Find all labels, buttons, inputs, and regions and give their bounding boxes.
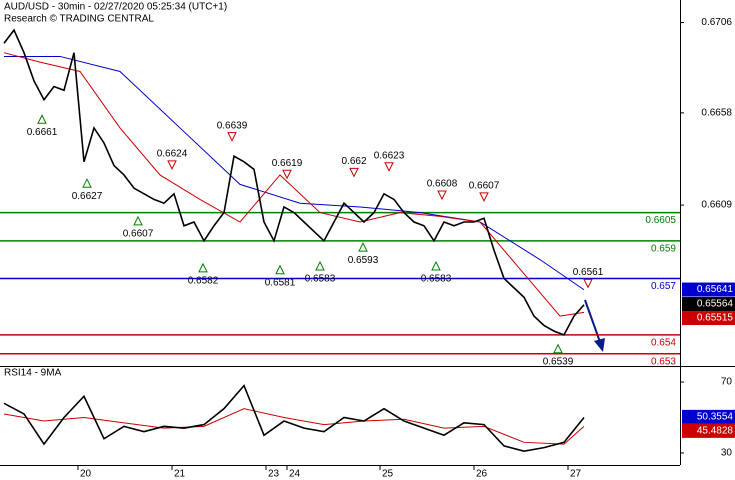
level-label: 0.654: [651, 338, 676, 349]
high-marker: [282, 169, 292, 180]
x-tick-label: 26: [476, 469, 488, 480]
series-line: [3, 408, 585, 445]
value-box-label: 50.3554: [697, 412, 734, 423]
value-box: [682, 311, 735, 326]
high-marker: [479, 192, 489, 202]
low-marker: [37, 114, 47, 124]
y-tick-label: 70: [721, 377, 733, 388]
level-label: 0.653: [651, 356, 676, 367]
value-box: [682, 409, 735, 424]
value-box-label: 45.4828: [697, 426, 734, 437]
low-marker: [133, 215, 143, 226]
high-label: 0.6607: [469, 180, 500, 191]
level-label: 0.657: [651, 281, 676, 292]
level-label: 0.659: [651, 243, 676, 254]
y-tick-label: 0.6706: [701, 17, 732, 28]
low-label: 0.6581: [265, 277, 296, 288]
x-tick-label: 20: [80, 469, 92, 480]
high-marker: [583, 278, 593, 289]
value-box: [682, 423, 735, 438]
value-box-label: 0.65564: [697, 299, 734, 310]
high-label: 0.6624: [157, 148, 188, 159]
low-marker: [198, 262, 208, 273]
high-marker: [167, 160, 177, 170]
value-box: [682, 297, 735, 312]
high-label: 0.6561: [573, 267, 604, 278]
low-label: 0.6583: [305, 274, 336, 285]
high-label: 0.6623: [374, 150, 405, 161]
low-label: 0.6661: [27, 127, 58, 138]
low-label: 0.6539: [543, 356, 574, 367]
y-tick-label: 0.6609: [701, 200, 732, 211]
level-label: 0.6605: [645, 215, 676, 226]
x-tick-label: 27: [570, 469, 582, 480]
high-marker: [384, 162, 394, 172]
value-box: [682, 282, 735, 297]
high-label: 0.662: [341, 156, 366, 167]
series-line: [4, 55, 585, 291]
series-line: [3, 384, 585, 452]
x-tick-label: 25: [382, 469, 394, 480]
series-line: [3, 28, 585, 336]
y-tick-label: 30: [721, 448, 733, 459]
x-tick-label: 23: [268, 469, 280, 480]
high-marker: [437, 190, 447, 201]
chart-subtitle: Research © TRADING CENTRAL: [4, 14, 154, 25]
low-label: 0.6593: [348, 255, 379, 266]
low-label: 0.6607: [123, 228, 154, 239]
low-marker: [315, 260, 325, 271]
value-box-label: 0.65515: [697, 313, 734, 324]
panel-title: RSI14 - 9MA: [4, 368, 62, 379]
low-marker: [82, 178, 92, 188]
high-label: 0.6619: [272, 158, 303, 169]
chart-title: AUD/USD - 30min - 02/27/2020 05:25:34 (U…: [4, 2, 227, 13]
low-label: 0.6582: [188, 276, 219, 287]
low-marker: [275, 264, 285, 275]
x-tick-label: 24: [289, 469, 301, 480]
value-box-label: 0.65641: [697, 284, 734, 295]
low-label: 0.6627: [72, 191, 103, 202]
high-label: 0.6639: [217, 120, 248, 131]
high-label: 0.6608: [427, 179, 458, 190]
x-tick-label: 21: [174, 469, 186, 480]
low-marker: [553, 343, 563, 354]
y-tick-label: 0.6658: [701, 108, 732, 119]
low-marker: [358, 242, 368, 252]
low-label: 0.6583: [421, 274, 452, 285]
projection-arrowhead: [594, 338, 605, 352]
high-marker: [349, 167, 359, 178]
high-marker: [227, 132, 237, 142]
series-line: [3, 52, 585, 317]
low-marker: [431, 260, 441, 271]
